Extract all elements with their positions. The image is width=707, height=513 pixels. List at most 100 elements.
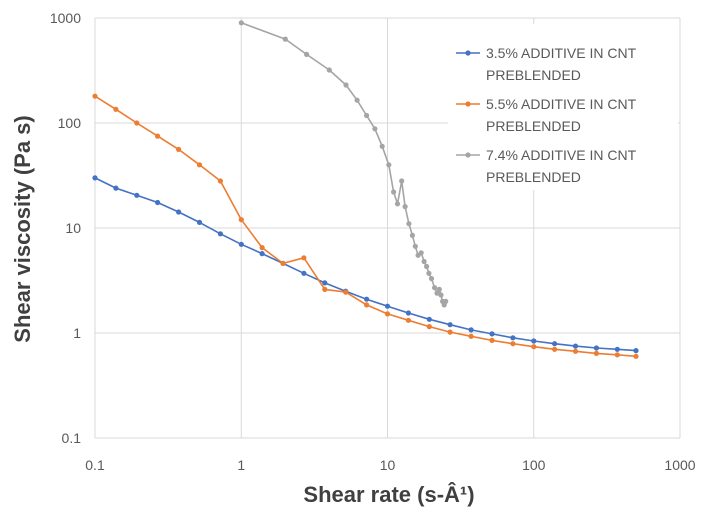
series-points [92, 20, 639, 359]
series-2-point [593, 350, 600, 356]
series-3-point [326, 67, 332, 73]
series-2-point [301, 255, 307, 261]
legend-label: 3.5% ADDITIVE IN CNT [486, 45, 637, 61]
series-1-point [92, 175, 98, 181]
series-2-point [364, 302, 370, 308]
series-2-point [238, 217, 244, 223]
series-3-point [421, 258, 427, 265]
y-tick-label: 1000 [50, 10, 81, 26]
x-axis-ticks: 0.1 1 10 100 1000 [85, 457, 696, 473]
legend-swatch-marker [465, 101, 471, 107]
legend-label: PREBLENDED [486, 169, 581, 185]
legend: 3.5% ADDITIVE IN CNT PREBLENDED 5.5% ADDIT… [448, 24, 678, 190]
series-1-point [176, 209, 182, 215]
series-3-point [424, 263, 430, 270]
series-1-point [405, 310, 411, 316]
series-2-point [614, 352, 620, 358]
series-3-point [432, 285, 438, 291]
series-3-point [436, 286, 442, 292]
series-1-point [259, 251, 265, 257]
x-tick-label: 1000 [664, 457, 695, 473]
series-3-point [406, 221, 412, 227]
y-tick-label: 0.1 [62, 430, 82, 446]
series-2-point [196, 162, 203, 168]
series-3-point [343, 82, 349, 88]
series-3-point [399, 178, 405, 184]
legend-swatch-marker [465, 152, 471, 158]
series-2-point [280, 260, 286, 266]
series-1-point [531, 338, 537, 344]
series-1-point [364, 296, 370, 302]
series-3-point [282, 36, 288, 42]
series-3-point [391, 189, 397, 195]
y-axis-ticks: 0.1 1 10 100 1000 [50, 10, 81, 446]
x-tick-label: 10 [380, 457, 396, 473]
series-2-point [134, 120, 140, 126]
series-1-point [572, 343, 579, 349]
series-2-point [572, 348, 579, 354]
series-1-point [447, 322, 453, 328]
series-3-point [379, 143, 385, 149]
series-2-point [217, 178, 223, 184]
series-3-point [364, 112, 370, 119]
series-3-point [372, 126, 378, 132]
series-1-point [614, 346, 620, 352]
y-axis-title: Shear viscosity (Pa s) [10, 115, 35, 342]
series-3-point [438, 292, 444, 298]
legend-label: 5.5% ADDITIVE IN CNT [486, 96, 637, 112]
series-3-point [428, 276, 435, 282]
series-2-point [426, 324, 432, 330]
series-3-point [409, 232, 415, 238]
series-2-point [176, 146, 182, 152]
series-1-point [196, 219, 203, 225]
legend-background [448, 24, 678, 190]
series-3-point [394, 201, 401, 207]
legend-label: 7.4% ADDITIVE IN CNT [486, 147, 637, 163]
series-2-point [259, 245, 265, 251]
series-3-point [238, 20, 244, 26]
x-tick-label: 0.1 [85, 457, 105, 473]
x-axis-title: Shear rate (s-Â¹) [303, 482, 474, 507]
series-1-point [384, 303, 391, 309]
legend-label: PREBLENDED [486, 118, 581, 134]
y-tick-label: 100 [58, 115, 82, 131]
series-3-point [443, 298, 449, 304]
series-1-point [593, 345, 600, 351]
series-1-point [426, 316, 432, 322]
series-3-point [304, 51, 310, 58]
x-tick-label: 1 [237, 457, 245, 473]
series-1-point [468, 327, 474, 333]
series-2-point [489, 337, 495, 343]
series-2-point [155, 133, 161, 139]
series-3-point [412, 243, 418, 249]
x-tick-label: 100 [522, 457, 546, 473]
series-1-point [552, 341, 558, 347]
series-1-point [155, 199, 161, 206]
series-2-point [92, 93, 98, 99]
series-1-point [322, 280, 328, 286]
series-3-point [426, 270, 432, 276]
series-2-point [405, 317, 411, 323]
series-2-point [447, 329, 453, 335]
series-2-point [552, 346, 558, 352]
series-1-point [301, 270, 307, 276]
series-3-point [354, 97, 360, 103]
legend-label: PREBLENDED [486, 67, 581, 83]
series-1-point [134, 192, 140, 198]
legend-swatch-marker [465, 50, 471, 56]
y-tick-label: 1 [73, 325, 81, 341]
series-1-point [238, 241, 244, 247]
series-2-point [113, 106, 119, 112]
series-3-point [386, 162, 392, 168]
series-1-point [113, 185, 119, 191]
series-3-point [402, 204, 408, 210]
series-1-point [217, 231, 223, 237]
series-2-point [510, 341, 516, 347]
series-2-point [633, 353, 639, 359]
series-1-point [510, 335, 516, 341]
y-tick-label: 10 [65, 220, 81, 236]
series-2-point [343, 289, 349, 295]
series-1-point [489, 331, 495, 337]
series-2-point [531, 344, 537, 350]
